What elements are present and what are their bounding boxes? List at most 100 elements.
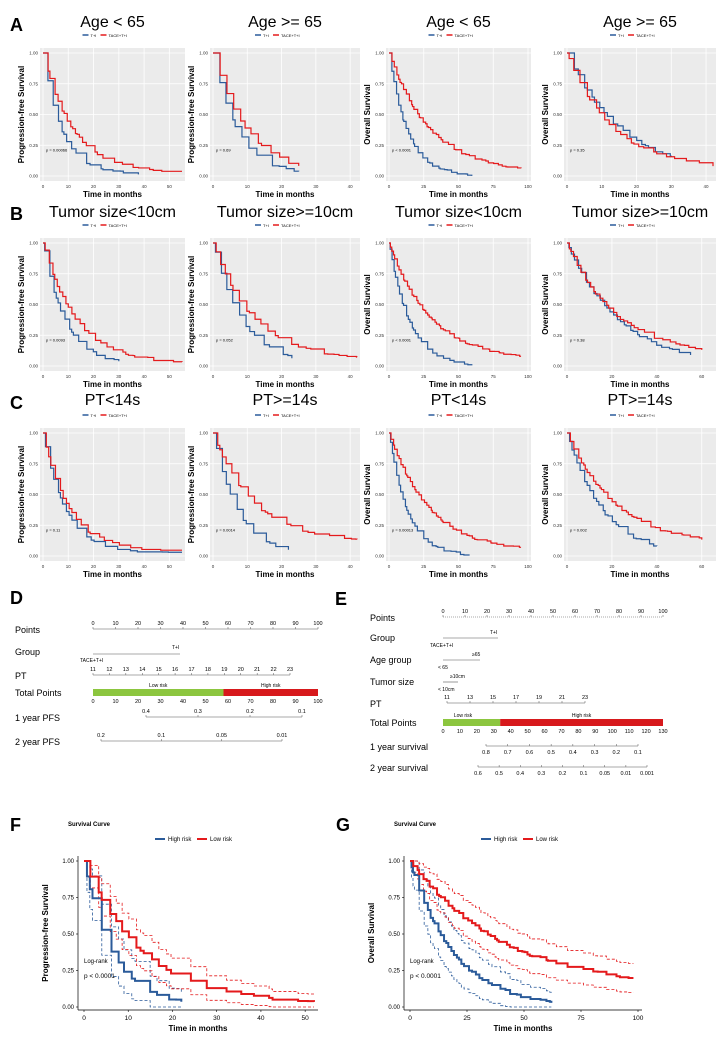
legend-label: TACE+T+I (281, 413, 300, 418)
y-tick-label: 0.50 (199, 492, 208, 497)
x-tick-label: 40 (257, 1015, 265, 1022)
x-tick-label: 30 (116, 564, 122, 569)
y-tick-label: 0.25 (29, 143, 38, 148)
legend-label: TACE+T+I (109, 223, 128, 228)
y-tick-label: 0.75 (375, 81, 384, 86)
x-tick-label: 0 (42, 564, 45, 569)
x-tick-label: 10 (66, 184, 72, 189)
nomogram-tick-label: 20 (484, 609, 490, 615)
nomogram-tick-label: 21 (254, 667, 260, 673)
nomogram-tick-label: 80 (270, 621, 276, 627)
nomogram-tick-label: 17 (188, 667, 194, 673)
y-tick-label: 0.00 (62, 1005, 74, 1011)
x-tick-label: 40 (142, 564, 148, 569)
nomogram-tick-label: 110 (625, 729, 634, 735)
x-tick-label: 40 (142, 184, 148, 189)
nomogram-tick-label: 80 (270, 699, 276, 705)
x-tick-label: 25 (421, 564, 427, 569)
panel-title: PT<14s (431, 392, 487, 409)
nomogram-tick-label: 90 (292, 621, 298, 627)
p-value: p = 0.0093 (46, 337, 66, 342)
y-tick-label: 1.00 (29, 241, 38, 246)
x-tick-label: 0 (82, 1015, 86, 1022)
y-tick-label: 0.75 (375, 271, 384, 276)
km-curve-ti (567, 432, 658, 547)
legend-label: TACE+T+I (636, 33, 655, 38)
nomogram-tick-label: 0.05 (599, 771, 610, 777)
nomogram-tick-label: 0.2 (612, 750, 620, 756)
x-tick-label: 100 (524, 564, 532, 569)
nomogram-level-label: TACE+T+I (430, 643, 453, 649)
x-axis-label: Time in months (256, 190, 316, 199)
risk-label-high: High risk (572, 713, 592, 719)
p-value: p < 0.0001 (410, 973, 441, 980)
x-axis-label: Time in months (83, 190, 143, 199)
legend-label: T+I (263, 413, 269, 418)
risk-bar-high (223, 689, 318, 696)
y-tick-label: 1.00 (375, 241, 384, 246)
x-axis-label: Time in months (256, 380, 316, 389)
y-tick-label: 0.25 (375, 143, 384, 148)
y-axis-label: Overall Survival (367, 903, 376, 963)
y-tick-label: 0.25 (553, 333, 562, 338)
km-curve-tace-ti (389, 432, 522, 548)
nomogram-level-label: ≥65 (472, 652, 481, 658)
x-axis-label: Time in months (611, 570, 671, 579)
legend-label: T+I (437, 413, 443, 418)
nomogram-tick-label: 0.1 (298, 709, 306, 715)
nomogram-tick-label: 0.1 (158, 733, 166, 739)
nomogram-tick-label: 50 (550, 609, 556, 615)
nomogram-tick-label: 70 (594, 609, 600, 615)
y-tick-label: 0.00 (29, 174, 38, 179)
x-tick-label: 30 (313, 374, 319, 379)
y-tick-label: 0.00 (29, 554, 38, 559)
nomogram-row-label: 1 year PFS (15, 713, 60, 723)
x-tick-label: 20 (279, 564, 285, 569)
nomogram-tick-label: 10 (112, 621, 118, 627)
y-tick-label: 0.25 (388, 969, 400, 975)
curve-low-risk (84, 860, 315, 1003)
x-tick-label: 75 (491, 184, 497, 189)
nomogram-tick-label: 0.001 (640, 771, 654, 777)
p-value: p = 0.38 (570, 337, 585, 342)
panel-title: Age < 65 (80, 14, 145, 31)
km-panel: Tumor size<10cm T+I TACE+T+I 0.00 0.25 0.50 0.… (363, 204, 532, 389)
nomogram-row-label: 1 year survival (370, 742, 428, 752)
y-tick-label: 0.25 (199, 143, 208, 148)
panel-letter: B (10, 204, 23, 224)
y-tick-label: 1.00 (199, 431, 208, 436)
x-tick-label: 20 (169, 1015, 177, 1022)
x-tick-label: 100 (524, 374, 532, 379)
km-panel: PT>=14s T+I TACE+T+I 0.00 0.25 0.50 0.75 1.00 0 2… (541, 392, 716, 579)
km-curve-ti (43, 432, 182, 553)
y-tick-label: 0.25 (199, 523, 208, 528)
nomogram-tick-label: 12 (106, 667, 112, 673)
nomogram-tick-label: 11 (90, 667, 96, 673)
y-axis-label: Overall Survival (363, 464, 372, 524)
legend-label: High risk (168, 837, 192, 843)
y-tick-label: 0.50 (375, 112, 384, 117)
km-panel: PT<14s T+I TACE+T+I 0.00 0.25 0.50 0.75 1.00 0 10… (17, 392, 185, 579)
nomogram-tick-label: 0.6 (474, 771, 482, 777)
nomogram-tick-label: 40 (528, 609, 534, 615)
nomogram-tick-label: 70 (247, 699, 253, 705)
y-tick-label: 0.75 (199, 461, 208, 466)
x-tick-label: 20 (279, 374, 285, 379)
panel-letter: F (10, 815, 21, 835)
nomogram-tick-label: 15 (490, 695, 496, 701)
chart-title: Survival Curve (68, 822, 111, 828)
risk-label-low: Low risk (454, 713, 473, 719)
nomogram-tick-label: 21 (559, 695, 565, 701)
nomogram-row-label: PT (370, 699, 382, 709)
nomogram-tick-label: 80 (575, 729, 581, 735)
ci-low-risk-lower (84, 860, 314, 1008)
x-tick-label: 30 (669, 184, 675, 189)
nomogram-tick-label: 60 (225, 699, 231, 705)
nomogram-tick-label: 13 (123, 667, 129, 673)
x-tick-label: 10 (125, 1015, 133, 1022)
x-tick-label: 100 (633, 1015, 644, 1022)
nomogram-tick-label: 10 (112, 699, 118, 705)
y-tick-label: 1.00 (375, 51, 384, 56)
panel-title: Age < 65 (426, 14, 491, 31)
